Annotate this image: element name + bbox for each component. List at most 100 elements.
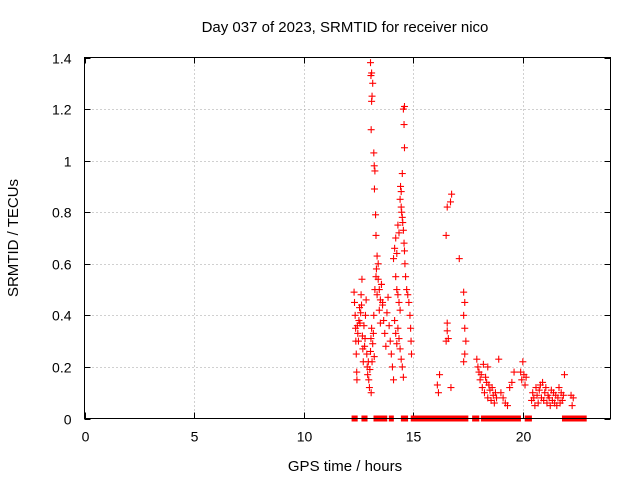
data-point <box>379 301 387 309</box>
data-point <box>455 255 463 263</box>
y-tick-label: 1.2 <box>52 102 72 118</box>
data-point <box>407 350 415 358</box>
data-point <box>568 402 576 410</box>
data-point <box>406 311 414 319</box>
x-tick-label: 10 <box>297 429 313 445</box>
data-point <box>434 389 442 397</box>
data-point <box>356 319 364 327</box>
data-point <box>368 358 376 366</box>
data-point <box>357 309 365 317</box>
data-point <box>398 208 406 216</box>
data-point <box>443 319 451 327</box>
data-point <box>503 402 511 410</box>
data-point <box>381 329 389 337</box>
tick-labels: 0 5 10 15 20 0 0.2 0.4 0.6 0.8 1 1.2 1.4 <box>52 51 531 445</box>
data-point <box>533 391 541 399</box>
data-point <box>499 394 507 402</box>
data-point <box>394 291 402 299</box>
data-point <box>400 144 408 152</box>
data-point <box>521 381 529 389</box>
data-point <box>460 288 468 296</box>
data-point <box>397 182 405 190</box>
axis-ticks <box>84 57 611 420</box>
data-point <box>367 335 375 343</box>
data-point <box>391 317 399 325</box>
data-point <box>395 298 403 306</box>
data-point <box>461 324 469 332</box>
data-point <box>366 366 374 374</box>
data-point <box>372 211 380 219</box>
data-point <box>367 347 375 355</box>
data-point <box>443 203 451 211</box>
data-point <box>479 360 487 368</box>
data-point <box>399 373 407 381</box>
data-point <box>405 298 413 306</box>
data-point <box>362 296 370 304</box>
data-point <box>484 363 492 371</box>
data-point <box>542 384 550 392</box>
data-point <box>403 286 411 294</box>
data-point <box>392 234 400 242</box>
data-point <box>368 97 376 105</box>
data-point <box>476 376 484 384</box>
data-point <box>398 170 406 178</box>
data-point <box>473 355 481 363</box>
data-point <box>376 296 384 304</box>
data-point <box>394 221 402 229</box>
data-point <box>368 69 376 77</box>
data-point <box>480 389 488 397</box>
data-point <box>388 363 396 371</box>
data-point <box>569 394 577 402</box>
data-point <box>560 371 568 379</box>
data-point <box>436 371 444 379</box>
data-point <box>369 79 377 87</box>
data-point <box>529 389 537 397</box>
data-point <box>357 291 365 299</box>
data-point <box>358 301 366 309</box>
data-point <box>461 298 469 306</box>
data-point <box>407 337 415 345</box>
data-point <box>535 386 543 394</box>
data-point <box>373 291 381 299</box>
data-point <box>396 345 404 353</box>
data-point <box>539 378 547 386</box>
data-point <box>396 195 404 203</box>
data-point <box>393 286 401 294</box>
data-point <box>390 376 398 384</box>
data-point <box>353 368 361 376</box>
data-point <box>394 324 402 332</box>
data-point <box>518 376 526 384</box>
data-point <box>534 399 542 407</box>
data-point <box>506 384 514 392</box>
data-point <box>508 378 516 386</box>
data-point <box>386 337 394 345</box>
data-point <box>360 322 368 330</box>
data-point <box>460 358 468 366</box>
data-point <box>377 280 385 288</box>
data-point <box>400 239 408 247</box>
data-point <box>497 389 505 397</box>
data-point <box>358 275 366 283</box>
data-point <box>392 329 400 337</box>
data-point <box>395 229 403 237</box>
data-point <box>493 394 501 402</box>
data-point <box>393 340 401 348</box>
data-point <box>477 371 485 379</box>
data-point <box>404 291 412 299</box>
x-tick-label: 5 <box>191 429 199 445</box>
data-point <box>384 293 392 301</box>
data-point <box>397 188 405 196</box>
data-point <box>380 317 388 325</box>
data-point <box>447 198 455 206</box>
data-point <box>374 260 382 268</box>
y-tick-label: 0.4 <box>52 308 72 324</box>
data-point <box>370 311 378 319</box>
data-point <box>365 384 373 392</box>
data-point <box>367 389 375 397</box>
x-tick-label: 15 <box>406 429 422 445</box>
data-point <box>448 190 456 198</box>
data-points <box>350 59 587 422</box>
data-point <box>354 329 362 337</box>
grid-lines <box>84 57 611 419</box>
data-point <box>383 309 391 317</box>
